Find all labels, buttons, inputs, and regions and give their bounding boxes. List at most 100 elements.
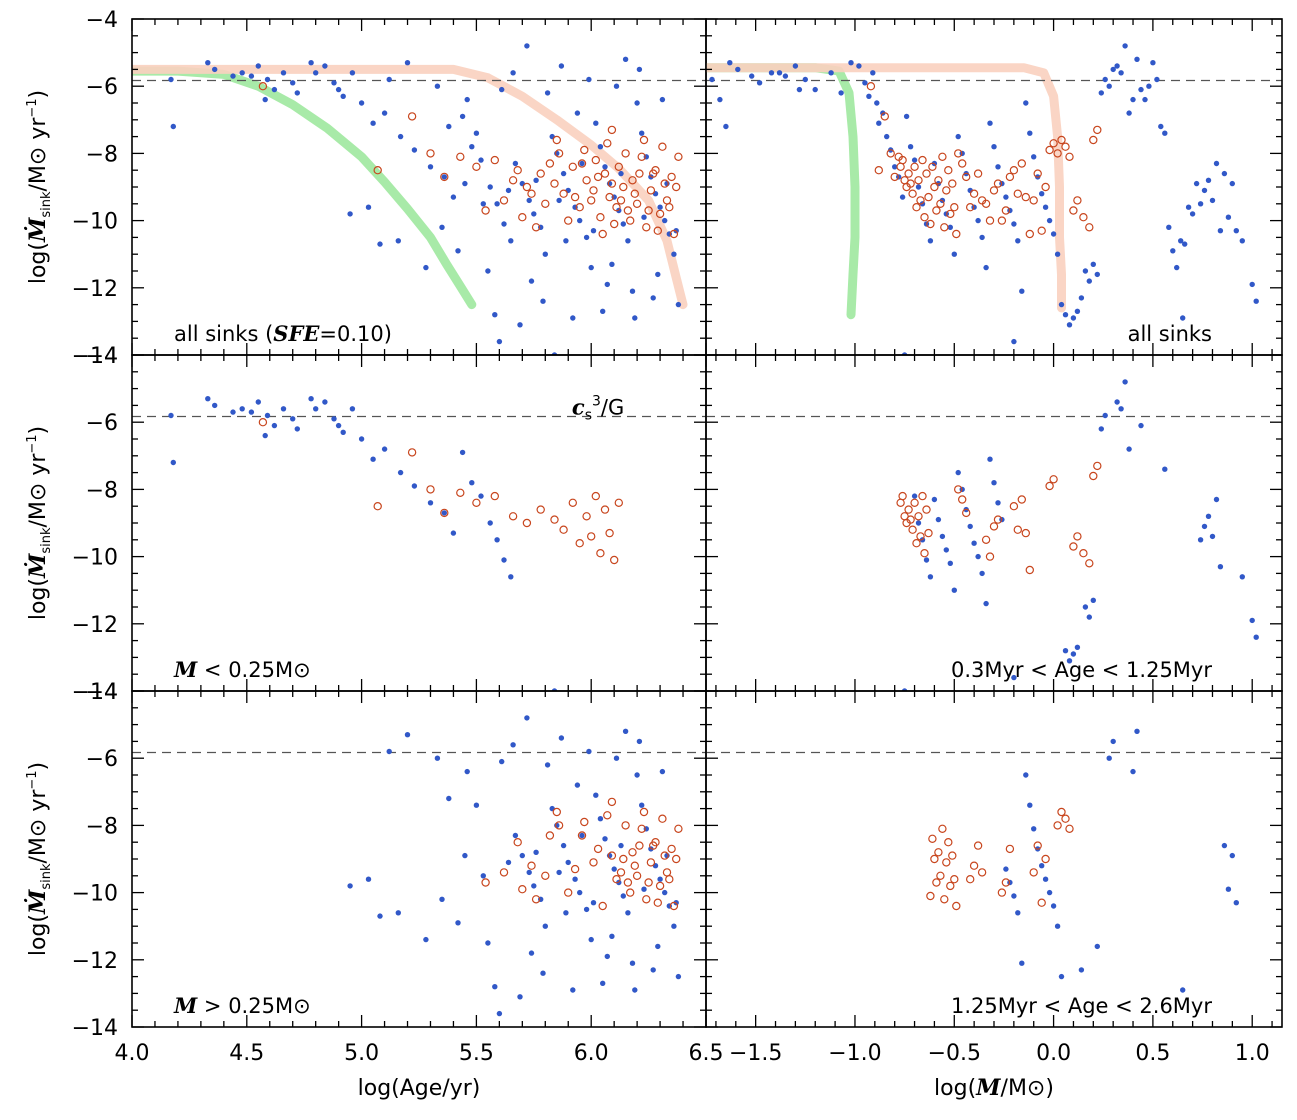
x-tick-label: −0.5 bbox=[928, 1041, 981, 1066]
open-point bbox=[962, 508, 971, 518]
open-point bbox=[906, 515, 915, 524]
open-point bbox=[531, 223, 541, 232]
open-point bbox=[1073, 532, 1082, 541]
filled-point bbox=[593, 120, 599, 126]
open-point bbox=[619, 182, 628, 192]
open-point bbox=[667, 172, 676, 182]
open-point bbox=[940, 223, 949, 232]
open-point bbox=[559, 525, 568, 534]
filled-point bbox=[499, 86, 505, 93]
filled-point bbox=[441, 174, 447, 180]
filled-point bbox=[404, 60, 411, 66]
open-point bbox=[904, 505, 913, 514]
open-point bbox=[985, 552, 995, 561]
filled-point bbox=[862, 80, 868, 86]
filled-point bbox=[294, 426, 300, 432]
open-point bbox=[610, 555, 619, 565]
filled-point bbox=[1150, 60, 1156, 66]
filled-point bbox=[459, 449, 466, 456]
filled-point bbox=[927, 238, 934, 244]
open-point bbox=[1065, 824, 1074, 834]
open-point bbox=[623, 206, 633, 215]
filled-point bbox=[1046, 217, 1053, 224]
panel-annotation: all sinks (SFE=0.10) bbox=[174, 321, 392, 346]
filled-point bbox=[600, 308, 606, 314]
track-line-0 bbox=[706, 63, 860, 320]
filled-point bbox=[1086, 614, 1093, 620]
filled-point bbox=[1166, 224, 1172, 230]
filled-point bbox=[597, 144, 604, 150]
open-point bbox=[1073, 196, 1082, 205]
open-point bbox=[373, 502, 382, 511]
filled-point bbox=[533, 177, 539, 183]
filled-point bbox=[1217, 564, 1224, 570]
filled-point bbox=[397, 469, 404, 476]
panel-annotation: all sinks bbox=[1128, 322, 1212, 346]
filled-point bbox=[1209, 533, 1216, 540]
filled-point bbox=[620, 893, 626, 899]
open-point bbox=[914, 176, 923, 185]
open-point bbox=[649, 169, 658, 178]
filled-point bbox=[464, 96, 470, 103]
filled-point bbox=[239, 70, 245, 76]
filled-point bbox=[583, 906, 590, 913]
filled-point bbox=[1110, 66, 1116, 73]
filled-point bbox=[1130, 96, 1136, 103]
filled-point bbox=[262, 96, 268, 103]
open-point bbox=[407, 448, 417, 457]
filled-point bbox=[907, 144, 914, 150]
filled-point bbox=[248, 409, 255, 415]
filled-point bbox=[586, 748, 592, 755]
open-point bbox=[669, 229, 679, 239]
open-point bbox=[1093, 461, 1102, 471]
open-point bbox=[662, 868, 672, 877]
open-point bbox=[920, 212, 929, 222]
filled-point bbox=[655, 271, 661, 278]
filled-point bbox=[1221, 170, 1228, 177]
filled-point bbox=[492, 312, 498, 318]
open-point bbox=[940, 895, 949, 904]
open-point bbox=[997, 888, 1007, 897]
open-point bbox=[587, 196, 596, 205]
filled-point bbox=[377, 913, 383, 919]
x-tick-label: 0.5 bbox=[1135, 1041, 1170, 1066]
open-point bbox=[1079, 549, 1088, 558]
filled-point bbox=[294, 90, 300, 96]
open-point bbox=[1005, 172, 1015, 182]
x-tick-label: −1.0 bbox=[828, 1041, 881, 1066]
filled-point bbox=[579, 832, 585, 839]
filled-point bbox=[313, 406, 319, 412]
filled-point bbox=[991, 144, 997, 150]
open-point bbox=[1089, 471, 1098, 481]
filled-point bbox=[1233, 900, 1240, 906]
filled-point bbox=[434, 83, 441, 89]
filled-point bbox=[1074, 644, 1081, 650]
filled-point bbox=[347, 211, 353, 217]
filled-point bbox=[411, 483, 418, 489]
y-axis-label: log(Ṁsink/M⊙ yr−1) bbox=[24, 90, 54, 284]
filled-point bbox=[838, 90, 844, 96]
filled-point bbox=[979, 570, 985, 577]
open-point bbox=[1001, 206, 1011, 215]
y-tick-label: −6 bbox=[86, 411, 118, 436]
open-point bbox=[644, 206, 653, 215]
open-point bbox=[918, 155, 927, 165]
filled-point bbox=[280, 70, 287, 76]
filled-point bbox=[1062, 312, 1069, 318]
filled-point bbox=[1221, 842, 1228, 849]
x-tick-label: 5.5 bbox=[459, 1041, 494, 1066]
x-tick-label: 6.5 bbox=[689, 1041, 724, 1066]
filled-point bbox=[749, 73, 755, 79]
open-point bbox=[1061, 814, 1070, 823]
filled-point bbox=[1110, 738, 1116, 745]
filled-point bbox=[563, 238, 569, 244]
filled-point bbox=[662, 889, 668, 896]
open-point bbox=[456, 488, 465, 497]
filled-point bbox=[508, 238, 514, 244]
open-point bbox=[946, 881, 955, 891]
filled-point bbox=[313, 70, 319, 76]
open-point bbox=[545, 831, 555, 840]
open-point bbox=[954, 149, 963, 158]
filled-point bbox=[848, 60, 854, 66]
